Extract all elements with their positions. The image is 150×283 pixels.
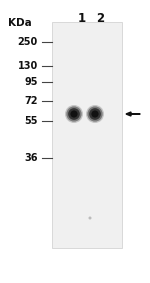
Text: 130: 130 — [18, 61, 38, 71]
Ellipse shape — [86, 105, 104, 123]
Text: 1: 1 — [78, 12, 86, 25]
Text: 55: 55 — [24, 116, 38, 126]
Ellipse shape — [87, 106, 103, 122]
Text: 2: 2 — [96, 12, 104, 25]
Ellipse shape — [88, 216, 92, 220]
Text: 95: 95 — [24, 77, 38, 87]
Ellipse shape — [70, 110, 78, 118]
FancyArrow shape — [126, 112, 140, 116]
Text: 72: 72 — [24, 96, 38, 106]
Text: 250: 250 — [18, 37, 38, 47]
Ellipse shape — [89, 108, 101, 120]
Ellipse shape — [66, 106, 82, 122]
Text: 36: 36 — [24, 153, 38, 163]
Ellipse shape — [65, 105, 83, 123]
Ellipse shape — [68, 108, 80, 120]
Ellipse shape — [91, 110, 99, 118]
Text: KDa: KDa — [8, 18, 32, 28]
Bar — [52, 22, 122, 248]
